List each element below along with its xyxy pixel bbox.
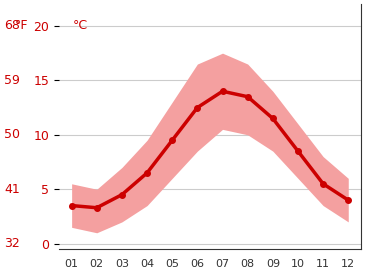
Text: 50: 50 bbox=[4, 128, 20, 141]
Text: °F: °F bbox=[15, 19, 28, 32]
Text: °C: °C bbox=[73, 19, 88, 32]
Text: 59: 59 bbox=[4, 74, 20, 87]
Text: 41: 41 bbox=[4, 183, 20, 196]
Text: 68: 68 bbox=[4, 19, 20, 32]
Text: 32: 32 bbox=[4, 237, 20, 250]
